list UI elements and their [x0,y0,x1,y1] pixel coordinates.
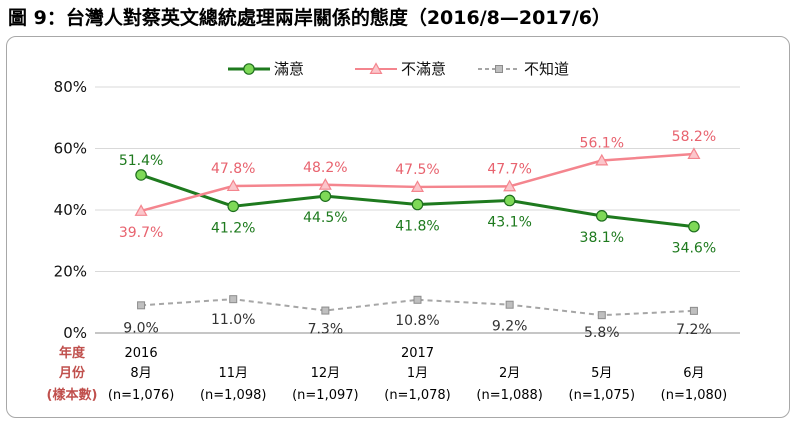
data-label: 9.0% [123,320,159,336]
data-point [318,178,332,190]
data-label: 38.1% [580,230,624,246]
data-label: 41.8% [395,218,439,234]
legend-marker-2 [369,62,383,75]
row-label: 年度 [59,345,86,361]
x-month-label: 6月 [683,366,704,381]
x-sample-label: (n=1,076) [108,388,175,403]
legend-label: 不知道 [524,60,569,78]
data-label: 56.1% [580,135,624,151]
data-point [321,306,330,315]
y-tick-label: 40% [54,201,87,219]
data-label: 51.4% [119,153,163,169]
y-tick-label: 20% [54,263,87,281]
x-year-label: 2016 [125,346,158,361]
data-label: 39.7% [119,225,163,241]
data-point [319,190,332,202]
data-label: 44.5% [303,210,347,226]
data-label: 47.8% [211,161,255,177]
data-label: 34.6% [672,241,716,257]
x-month-label: 5月 [591,366,612,381]
data-point [135,169,147,181]
data-point [595,210,608,222]
x-year-label: 2017 [401,346,434,361]
y-axis: 0% 20% 40% 60% 80% [54,78,87,342]
legend: 滿意 不滿意 不知道 [228,60,569,78]
x-sample-label: (n=1,097) [292,388,359,403]
legend-label: 不滿意 [401,60,446,78]
data-label: 10.8% [395,313,439,329]
legend-label: 滿意 [274,60,304,78]
x-month-label: 12月 [311,366,341,381]
x-month-label: 8月 [130,366,151,381]
data-label: 48.2% [303,160,347,176]
row-label: 月份 [58,365,86,381]
x-sample-label: (n=1,080) [661,388,728,403]
data-point [229,295,238,304]
data-label: 5.8% [584,325,620,341]
data-point [503,179,517,192]
x-month-label: 11月 [218,366,248,381]
data-point [227,200,240,213]
data-label: 47.7% [487,161,531,177]
data-point [413,295,422,304]
y-tick-label: 80% [54,78,87,96]
data-point [597,311,606,320]
data-point [410,180,425,192]
x-month-label: 1月 [407,366,428,381]
row-label: (樣本數) [47,387,98,403]
data-label: 7.2% [676,322,712,338]
data-point [411,198,424,211]
x-sample-label: (n=1,078) [384,388,451,403]
data-point [137,301,146,310]
chart-title: 圖 9：台灣人對蔡英文總統處理兩岸關係的態度（2016/8—2017/6） [8,7,611,29]
legend-marker-3 [495,65,503,73]
data-labels: 51.4% 41.2% 44.5% 41.8% 43.1% 38.1% 34.6% 39.7%… [119,129,716,341]
data-point [134,204,148,216]
data-point [688,220,700,233]
data-point [689,306,698,315]
data-point [687,147,701,160]
x-sample-label: (n=1,075) [569,388,636,403]
data-label: 9.2% [492,319,528,335]
x-month-label: 2月 [499,366,520,381]
chart-frame [6,36,790,418]
data-label: 58.2% [672,129,716,145]
data-point [226,179,240,192]
y-tick-label: 0% [63,324,87,342]
data-label: 11.0% [211,312,255,328]
series-markers [134,147,701,320]
data-label: 43.1% [487,214,531,230]
data-point [595,153,609,166]
x-sample-label: (n=1,098) [200,388,267,403]
data-label: 47.5% [395,162,439,178]
data-point [503,194,516,207]
data-label: 41.2% [211,220,255,236]
x-sample-label: (n=1,088) [476,388,543,403]
data-point [505,300,514,309]
y-tick-label: 60% [54,140,87,158]
data-label: 7.3% [308,322,344,338]
legend-marker-1 [243,63,255,75]
